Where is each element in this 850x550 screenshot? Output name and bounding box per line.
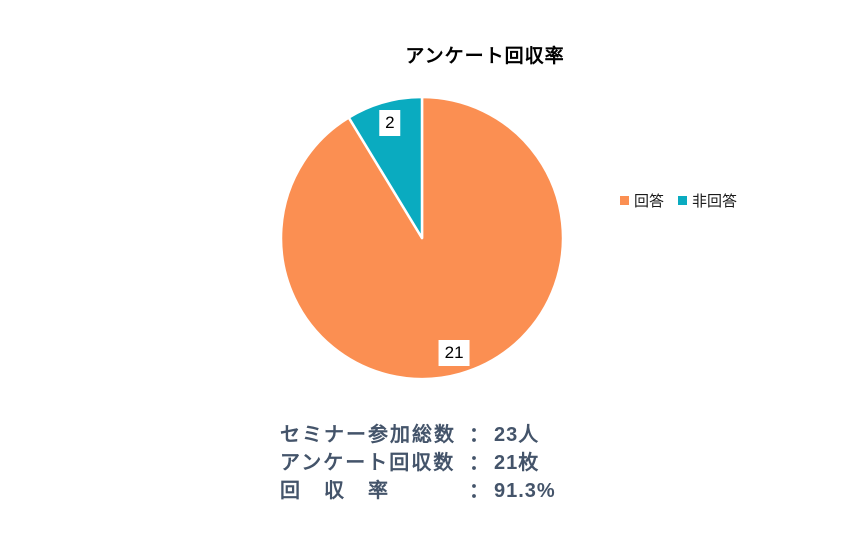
summary-value: 91.3% (494, 480, 556, 502)
summary-separator: ： (469, 480, 489, 502)
summary-row-collected-surveys: アンケート回収数 ： 21枚 (280, 449, 556, 477)
summary-separator: ： (469, 452, 489, 474)
summary-label: 回 収 率 (280, 480, 390, 502)
legend-swatch-non-responses-icon (678, 196, 688, 205)
summary-block: セミナー参加総数 ： 23人 アンケート回収数 ： 21枚 回 収 率 ： 91… (280, 421, 556, 505)
legend-swatch-responses-icon (620, 196, 629, 205)
summary-label: セミナー参加総数 (280, 424, 456, 446)
legend-item-responses: 回答 (620, 190, 664, 211)
summary-row-total-attendees: セミナー参加総数 ： 23人 (280, 421, 556, 449)
chart-title: アンケート回収率 (405, 46, 565, 67)
summary-row-collection-rate: 回 収 率 ： 91.3% (280, 477, 556, 505)
summary-value: 21枚 (494, 452, 540, 474)
summary-label: アンケート回収数 (280, 452, 456, 474)
legend-label-responses: 回答 (634, 193, 665, 210)
pie-slice-non-responses (347, 95, 424, 240)
legend-item-non-responses: 非回答 (678, 190, 737, 211)
summary-separator: ： (469, 424, 489, 446)
legend-label-non-responses: 非回答 (692, 193, 738, 210)
legend: 回答 非回答 (620, 190, 737, 211)
summary-value: 23人 (494, 424, 540, 446)
